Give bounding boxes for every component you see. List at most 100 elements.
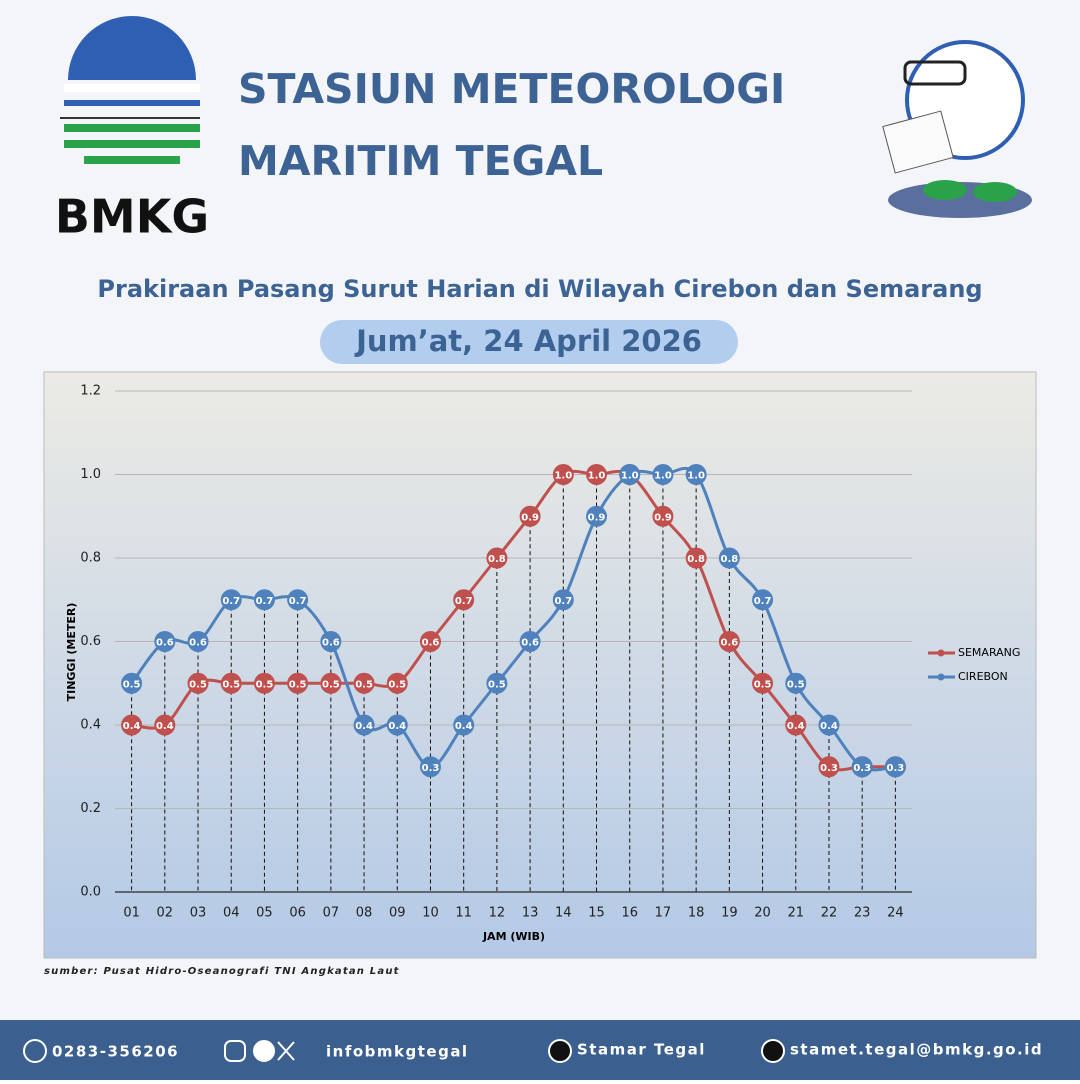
data-label: 0.7 bbox=[754, 596, 772, 607]
data-label: 0.5 bbox=[322, 679, 340, 690]
data-label: 0.4 bbox=[455, 721, 473, 732]
logo-text: BMKG bbox=[55, 190, 209, 244]
point bbox=[353, 714, 375, 736]
data-label: 0.5 bbox=[488, 679, 506, 690]
footer-youtube: Stamar Tegal bbox=[577, 1041, 706, 1059]
point bbox=[718, 547, 740, 569]
point bbox=[320, 672, 342, 694]
data-label: 0.9 bbox=[654, 512, 672, 523]
data-label: 0.6 bbox=[422, 638, 440, 649]
x-tick-label: 19 bbox=[721, 906, 738, 921]
chart-title: Prakiraan Pasang Surut Harian di Wilayah… bbox=[97, 275, 982, 303]
mascot bbox=[882, 40, 1032, 218]
data-label: 0.9 bbox=[521, 512, 539, 523]
data-label: 0.8 bbox=[687, 554, 705, 565]
point bbox=[552, 589, 574, 611]
point bbox=[187, 672, 209, 694]
data-label: 0.4 bbox=[820, 721, 838, 732]
legend-marker bbox=[937, 673, 945, 681]
data-label: 0.8 bbox=[720, 554, 738, 565]
point bbox=[785, 672, 807, 694]
point bbox=[253, 672, 275, 694]
footer bbox=[0, 1020, 1080, 1080]
point bbox=[220, 672, 242, 694]
data-label: 0.4 bbox=[787, 721, 805, 732]
point bbox=[884, 756, 906, 778]
y-tick-label: 0.6 bbox=[80, 634, 101, 649]
x-tick-label: 04 bbox=[223, 906, 240, 921]
x-tick-label: 12 bbox=[489, 906, 506, 921]
point bbox=[453, 589, 475, 611]
data-label: 0.7 bbox=[256, 596, 274, 607]
point bbox=[519, 631, 541, 652]
data-label: 0.8 bbox=[488, 554, 506, 565]
footer-icons bbox=[23, 1039, 785, 1063]
title-line: STASIUN METEOROLOGI bbox=[238, 65, 785, 113]
point bbox=[519, 505, 541, 527]
point bbox=[818, 756, 840, 778]
data-label: 0.7 bbox=[554, 596, 572, 607]
data-label: 0.7 bbox=[455, 596, 473, 607]
data-label: 0.7 bbox=[222, 596, 240, 607]
x-tick-label: 10 bbox=[422, 906, 439, 921]
data-label: 0.5 bbox=[189, 679, 207, 690]
data-label: 1.0 bbox=[588, 471, 606, 482]
data-label: 0.3 bbox=[887, 763, 905, 774]
x-tick-label: 06 bbox=[289, 906, 306, 921]
point bbox=[752, 672, 774, 694]
point bbox=[121, 714, 143, 736]
x-tick-label: 09 bbox=[389, 906, 406, 921]
point bbox=[851, 756, 873, 778]
point bbox=[253, 589, 275, 611]
data-label: 0.5 bbox=[289, 679, 307, 690]
point bbox=[386, 672, 408, 694]
x-tick-label: 16 bbox=[621, 906, 638, 921]
chart-area bbox=[43, 371, 1037, 959]
point bbox=[652, 505, 674, 527]
data-label: 0.5 bbox=[256, 679, 274, 690]
point bbox=[287, 589, 309, 611]
data-label: 0.6 bbox=[322, 638, 340, 649]
source: sumber: Pusat Hidro-Oseanografi TNI Angk… bbox=[44, 966, 400, 977]
y-tick-label: 0.8 bbox=[80, 551, 101, 566]
point bbox=[818, 714, 840, 736]
x-tick-label: 24 bbox=[887, 906, 904, 921]
data-label: 0.6 bbox=[521, 638, 539, 649]
x-tick-label: 22 bbox=[821, 906, 838, 921]
title-line: MARITIM TEGAL bbox=[238, 137, 603, 185]
data-label: 0.6 bbox=[720, 638, 738, 649]
x-tick-label: 11 bbox=[455, 906, 472, 921]
date-pill bbox=[320, 320, 738, 364]
footer-email: stamet.tegal@bmkg.go.id bbox=[790, 1041, 1043, 1059]
x-tick-label: 17 bbox=[655, 906, 672, 921]
chart-subtitle: Jum’at, 24 April 2026 bbox=[354, 324, 702, 358]
legend-label: CIREBON bbox=[958, 670, 1008, 683]
x-tick-label: 20 bbox=[754, 906, 771, 921]
x-tick-label: 05 bbox=[256, 906, 273, 921]
point bbox=[752, 589, 774, 611]
x-tick-label: 18 bbox=[688, 906, 705, 921]
x-tick-label: 01 bbox=[123, 906, 140, 921]
x-tick-label: 07 bbox=[323, 906, 340, 921]
point bbox=[287, 672, 309, 694]
data-label: 1.0 bbox=[554, 471, 572, 482]
point bbox=[685, 464, 707, 485]
x-tick-label: 13 bbox=[522, 906, 539, 921]
legend-marker bbox=[937, 649, 945, 657]
data-label: 0.7 bbox=[289, 596, 307, 607]
point bbox=[552, 464, 574, 485]
y-tick-label: 0.0 bbox=[80, 885, 101, 900]
data-label: 0.5 bbox=[787, 679, 805, 690]
y-tick-label: 1.2 bbox=[80, 384, 101, 399]
data-label: 0.5 bbox=[355, 679, 373, 690]
x-tick-label: 08 bbox=[356, 906, 373, 921]
data-label: 0.6 bbox=[156, 638, 174, 649]
x-tick-label: 23 bbox=[854, 906, 871, 921]
x-tick-label: 03 bbox=[190, 906, 207, 921]
y-tick-label: 1.0 bbox=[80, 467, 101, 482]
point bbox=[619, 464, 641, 485]
point bbox=[652, 464, 674, 485]
data-label: 0.4 bbox=[388, 721, 406, 732]
